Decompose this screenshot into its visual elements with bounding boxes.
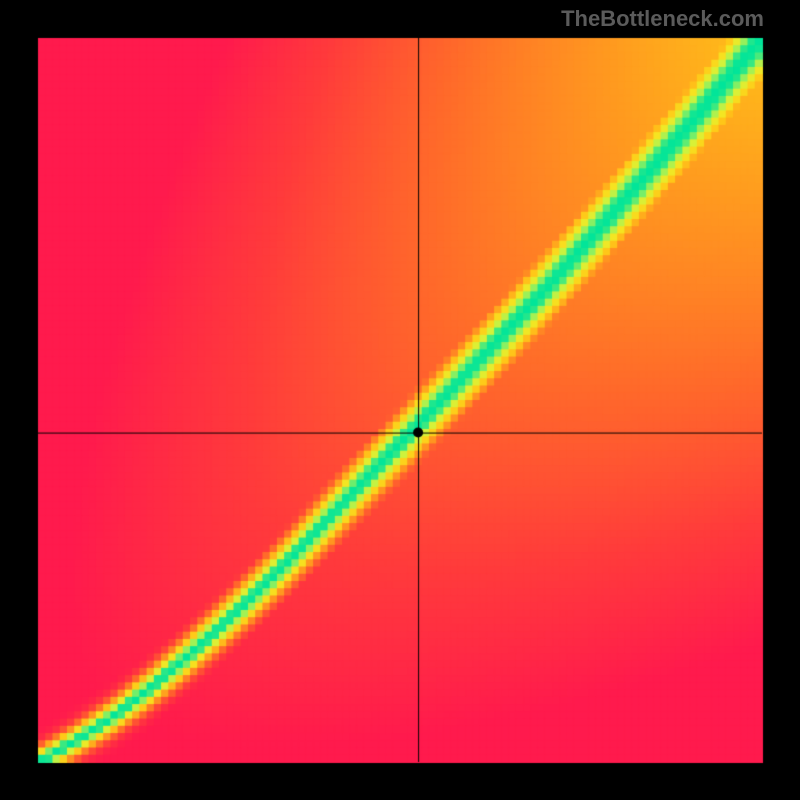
- watermark-label: TheBottleneck.com: [561, 6, 764, 32]
- bottleneck-heatmap: [0, 0, 800, 800]
